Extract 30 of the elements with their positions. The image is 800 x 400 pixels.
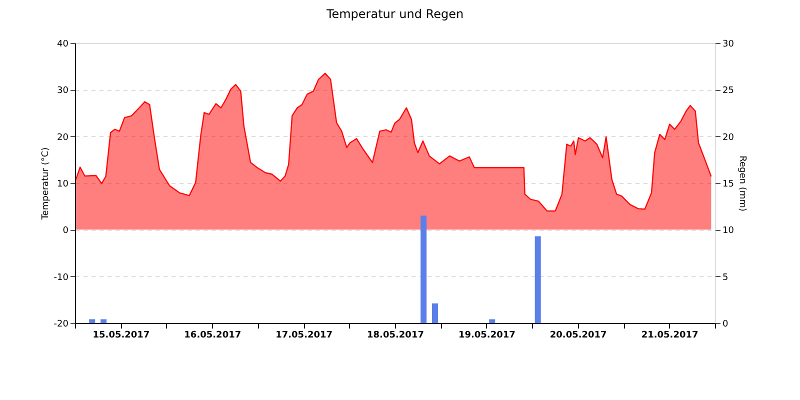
bar bbox=[489, 319, 496, 323]
x-tick-label: 18.05.2017 bbox=[367, 330, 424, 340]
y2-tick-label: 30 bbox=[722, 40, 734, 50]
x-tick-label: 20.05.2017 bbox=[550, 330, 607, 340]
bar bbox=[100, 319, 107, 323]
y-tick-label: 40 bbox=[57, 40, 69, 50]
y2-tick-label: 0 bbox=[722, 320, 728, 330]
x-tick-label: 19.05.2017 bbox=[458, 330, 516, 340]
x-tick-label: 15.05.2017 bbox=[92, 330, 150, 340]
x-tick-label: 17.05.2017 bbox=[276, 330, 333, 340]
y-tick-label: 20 bbox=[57, 132, 69, 143]
y-axis-title: Temperatur (°C) bbox=[40, 147, 51, 221]
y2-tick-label: 15 bbox=[722, 180, 734, 190]
x-tick-label: 16.05.2017 bbox=[184, 330, 242, 340]
y-tick-label: -10 bbox=[54, 272, 69, 283]
y2-tick-label: 20 bbox=[722, 132, 734, 143]
y-tick-label: 30 bbox=[57, 86, 69, 96]
y-tick-label: 10 bbox=[57, 180, 69, 190]
y2-tick-label: 25 bbox=[722, 86, 734, 96]
y2-tick-label: 10 bbox=[722, 226, 734, 236]
bar bbox=[534, 236, 541, 323]
x-tick-label: 21.05.2017 bbox=[641, 330, 698, 340]
y-tick-label: 0 bbox=[62, 226, 69, 236]
bar bbox=[420, 216, 427, 323]
y2-axis-title: Regen (mm) bbox=[736, 156, 747, 212]
bar bbox=[432, 303, 438, 323]
chart-title: Temperatur und Regen bbox=[325, 7, 464, 21]
y-tick-label: -20 bbox=[54, 320, 69, 330]
y2-tick-label: 5 bbox=[722, 272, 728, 283]
bar bbox=[89, 319, 96, 323]
